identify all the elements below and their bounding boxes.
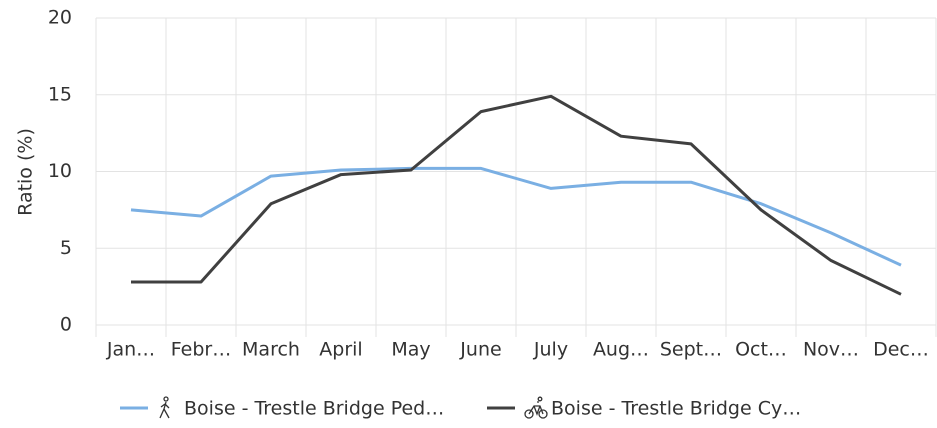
y-tick-label: 15 — [48, 83, 72, 105]
x-tick-label: Nov… — [803, 339, 859, 361]
data-line — [130, 166, 902, 267]
x-tick-label: Sept… — [660, 339, 722, 361]
icon-part — [159, 401, 170, 419]
y-axis-label: Ratio (%) — [15, 128, 37, 216]
y-tick-label: 20 — [48, 7, 72, 29]
y-tick-label: 5 — [60, 237, 72, 259]
x-tick-label: July — [533, 339, 568, 361]
x-tick-label: Aug… — [593, 339, 649, 361]
legend-icon — [524, 396, 548, 419]
legend-icon — [159, 396, 170, 419]
x-tick-label: May — [391, 339, 430, 361]
legend-label: Boise - Trestle Bridge Cy… — [551, 398, 801, 420]
icon-part — [524, 409, 534, 419]
y-tick-label: 0 — [60, 314, 72, 336]
icon-part — [537, 396, 543, 402]
data-line — [131, 94, 902, 296]
x-tick-label: Jan… — [106, 339, 155, 361]
x-tick-label: Dec… — [873, 339, 929, 361]
x-tick-label: Febr… — [171, 339, 231, 361]
x-tick-label: March — [242, 339, 300, 361]
icon-part — [538, 409, 548, 419]
x-tick-label: June — [459, 339, 501, 361]
x-tick-label: April — [319, 339, 362, 361]
legend-label: Boise - Trestle Bridge Ped… — [184, 398, 444, 420]
y-tick-label: 10 — [48, 160, 72, 182]
icon-part — [163, 396, 169, 402]
x-tick-label: Oct… — [735, 339, 787, 361]
icon-part — [528, 401, 544, 416]
